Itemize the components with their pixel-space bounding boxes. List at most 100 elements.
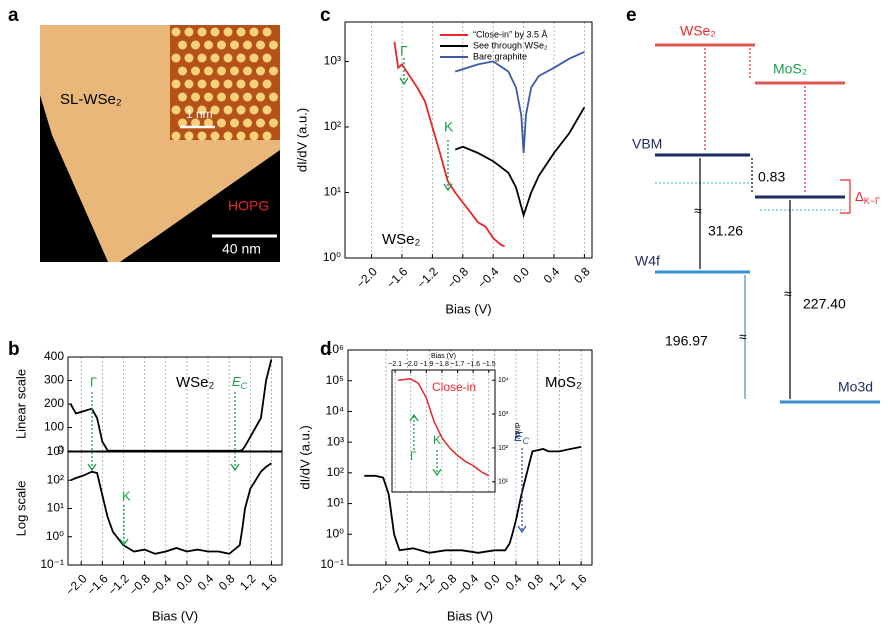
y-axis-label: Log scale	[13, 481, 28, 537]
annotation: MoS₂	[545, 374, 582, 391]
y-tick-label: 10⁵	[326, 373, 344, 387]
atom	[249, 79, 259, 89]
inset-background	[392, 370, 495, 492]
x-tick-label: −0.4	[147, 571, 174, 598]
x-tick-label: −2.0	[63, 571, 90, 598]
arrow-head	[409, 413, 419, 422]
atom	[184, 79, 194, 89]
x-tick-label: −1.9	[419, 361, 433, 368]
label: MoS₂	[773, 61, 807, 77]
plot-frame	[67, 356, 283, 452]
x-tick-label: −0.8	[433, 571, 460, 598]
atom	[236, 79, 246, 89]
label: ≈	[694, 203, 702, 219]
delta: Δ	[855, 189, 864, 204]
annotation: WSe₂	[176, 374, 215, 391]
x-tick-label: −0.4	[475, 264, 502, 291]
atom	[204, 118, 213, 128]
atom	[223, 105, 233, 115]
atom	[230, 92, 239, 102]
arrow-head	[230, 463, 240, 472]
x-tick-label: −2.0	[368, 571, 395, 598]
delta-sub: K−Γ	[864, 196, 880, 206]
x-axis-label: Bias (V)	[447, 608, 493, 623]
legend-label: See through WSe₂	[473, 40, 548, 50]
arrow-head	[119, 538, 129, 547]
y-tick-label: 10²	[324, 119, 341, 133]
panel-label: b	[8, 339, 20, 360]
plot-frame	[67, 451, 283, 566]
atom	[236, 105, 246, 115]
annotation-main: E	[514, 429, 523, 444]
atom	[256, 40, 265, 50]
x-tick-label: 0.4	[503, 571, 525, 593]
y-tick-label: 10²	[327, 465, 344, 479]
atom	[178, 92, 187, 102]
atom	[230, 118, 239, 128]
x-tick-label: −2.0	[404, 361, 418, 368]
label: VBM	[632, 136, 662, 152]
x-tick-label: 0.8	[571, 264, 593, 286]
arrow-head	[399, 77, 409, 86]
y-axis-label: dI/dV	[513, 423, 520, 440]
x-tick-label: 0.4	[195, 571, 217, 593]
label: 40 nm	[222, 241, 261, 257]
x-tick-label: 0.8	[524, 571, 546, 593]
plot-frame	[344, 21, 593, 259]
x-tick-label: 1.2	[546, 571, 568, 593]
panel-label: e	[626, 5, 637, 26]
atom	[269, 118, 278, 128]
x-tick-label: 0.8	[216, 571, 238, 593]
x-tick-label: −1.8	[435, 361, 449, 368]
x-tick-label: −1.2	[411, 571, 438, 598]
atom	[204, 92, 213, 102]
atom	[217, 40, 226, 50]
atom	[171, 27, 181, 37]
panel-a-image	[40, 25, 280, 262]
atom	[223, 27, 233, 37]
atom	[256, 118, 265, 128]
plot-frame	[347, 349, 593, 566]
atom	[178, 40, 187, 50]
x-tick-label: −1.5	[482, 361, 496, 368]
series-line	[454, 106, 586, 219]
atom	[256, 92, 265, 102]
atom	[249, 131, 259, 141]
x-tick-label: −1.6	[466, 361, 480, 368]
series-line	[393, 41, 506, 248]
x-tick-label: 1.2	[237, 571, 259, 593]
panel-label: a	[8, 5, 19, 26]
label: WSe₂	[680, 23, 716, 39]
x-tick-label: 0.0	[481, 571, 503, 593]
y-tick-label: 10³	[327, 434, 344, 448]
x-tick-label: −1.7	[451, 361, 465, 368]
atom	[217, 92, 226, 102]
x-tick-label: −2.1	[388, 361, 402, 368]
atom	[184, 131, 194, 141]
atom	[204, 40, 213, 50]
atom-lattice	[171, 27, 278, 141]
x-tick-label: −1.2	[105, 571, 132, 598]
x-axis-label: Bias (V)	[445, 301, 491, 316]
annotation-sub: C	[523, 436, 530, 446]
y-axis-label: dI/dV (a.u.)	[297, 425, 312, 489]
atom	[243, 40, 252, 50]
y-tick-label: 10²	[498, 445, 509, 452]
annotation-main: E	[232, 374, 241, 389]
annotation: K	[433, 433, 441, 447]
legend-label: Bare graphite	[473, 51, 527, 61]
y-tick-label: 10¹	[324, 185, 341, 199]
label: 1 nm	[186, 107, 213, 121]
y-axis-label: dI/dV (a.u.)	[294, 108, 309, 172]
atom	[236, 53, 246, 63]
atom	[178, 66, 187, 76]
atom	[223, 131, 233, 141]
x-axis-label: Bias (V)	[152, 608, 198, 623]
x-tick-label: 0.0	[510, 264, 532, 286]
annotation: EC	[232, 374, 248, 391]
atom	[204, 66, 213, 76]
annotation: EC	[514, 429, 530, 446]
arrow-head	[443, 183, 453, 192]
legend-label: “Close-in” by 3.5 Å	[473, 29, 548, 39]
x-tick-label: −0.8	[126, 571, 153, 598]
